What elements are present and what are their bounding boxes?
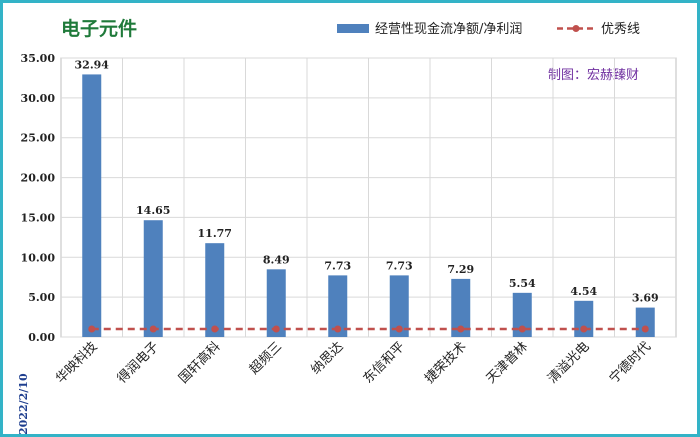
bar-value-label: 5.54 [509, 277, 536, 290]
y-tick-label: 5.00 [28, 291, 55, 304]
bar-value-label: 7.29 [447, 263, 474, 276]
bar [328, 275, 348, 337]
line-point [211, 325, 219, 333]
y-tick-label: 0.00 [28, 331, 55, 344]
bar-value-label: 7.73 [386, 259, 413, 272]
bar-value-label: 14.65 [136, 204, 170, 217]
line-point [88, 325, 96, 333]
bar-value-label: 3.69 [632, 292, 659, 305]
x-category-label: 清溢光电 [545, 339, 592, 386]
line-point [395, 325, 403, 333]
y-axis-ticks: 0.00 5.00 10.00 15.00 20.00 25.00 30.00 35.00 [21, 52, 56, 344]
legend-line-marker [572, 25, 580, 32]
line-point [518, 325, 526, 333]
x-category-label: 捷荣技术 [422, 339, 469, 386]
line-point [149, 325, 157, 333]
date-stamp: 2022/2/10 [17, 373, 30, 434]
bar [205, 243, 225, 337]
line-point [334, 325, 342, 333]
line-point [580, 325, 588, 333]
x-category-label: 国轩高科 [175, 339, 223, 387]
x-axis-category-labels: 华映科技 得润电子 国轩高科 超频三 纳思达 东信和平 捷荣技术 天津普林 清溢光电 宁德时代 [53, 339, 654, 387]
bar [82, 74, 102, 337]
y-tick-label: 10.00 [21, 251, 56, 264]
y-tick-label: 20.00 [21, 172, 56, 185]
line-point [641, 325, 649, 333]
gridlines [60, 57, 677, 338]
line-point [272, 325, 280, 333]
legend-bar-label: 经营性现金流净额/净利润 [375, 21, 522, 37]
chart-annotation: 制图：宏赫臻财 [548, 68, 639, 83]
bar [635, 307, 655, 337]
x-category-label: 纳思达 [308, 339, 346, 377]
legend: 经营性现金流净额/净利润 优秀线 [337, 21, 640, 37]
y-tick-label: 25.00 [21, 132, 56, 145]
bar [143, 220, 163, 337]
y-tick-label: 15.00 [21, 211, 56, 224]
x-category-label: 天津普林 [484, 339, 531, 386]
bar-value-label: 7.73 [324, 259, 351, 272]
bar-value-labels: 32.94 14.65 11.77 8.49 7.73 7.73 7.29 5.54 4.54 3… [75, 58, 659, 304]
chart-title: 电子元件 [61, 17, 137, 40]
bar [512, 292, 532, 337]
bar-value-label: 4.54 [570, 285, 597, 298]
x-category-label: 华映科技 [53, 339, 100, 386]
x-category-label: 超频三 [247, 339, 285, 377]
x-category-label: 得润电子 [114, 339, 162, 387]
bar [451, 278, 471, 337]
legend-bar-swatch [337, 24, 369, 33]
bar-chart: 电子元件 经营性现金流净额/净利润 优秀线 制图：宏赫臻财 0.00 5.00 10… [17, 17, 677, 434]
bar-value-label: 11.77 [198, 227, 232, 240]
bar [266, 269, 286, 337]
line-point [457, 325, 465, 333]
bar [389, 275, 409, 337]
legend-line-label: 优秀线 [601, 22, 640, 37]
bar-value-label: 8.49 [263, 253, 290, 266]
y-tick-label: 35.00 [21, 52, 56, 65]
bar-value-label: 32.94 [75, 58, 110, 71]
bar-series [82, 74, 655, 337]
x-category-label: 宁德时代 [606, 339, 654, 387]
y-tick-label: 30.00 [21, 92, 56, 105]
x-category-label: 东信和平 [361, 339, 408, 386]
excellence-line-series [88, 325, 649, 333]
